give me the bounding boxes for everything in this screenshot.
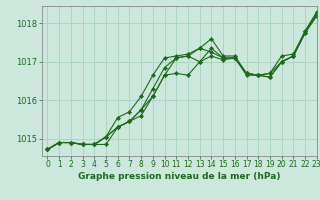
X-axis label: Graphe pression niveau de la mer (hPa): Graphe pression niveau de la mer (hPa) — [78, 172, 280, 181]
